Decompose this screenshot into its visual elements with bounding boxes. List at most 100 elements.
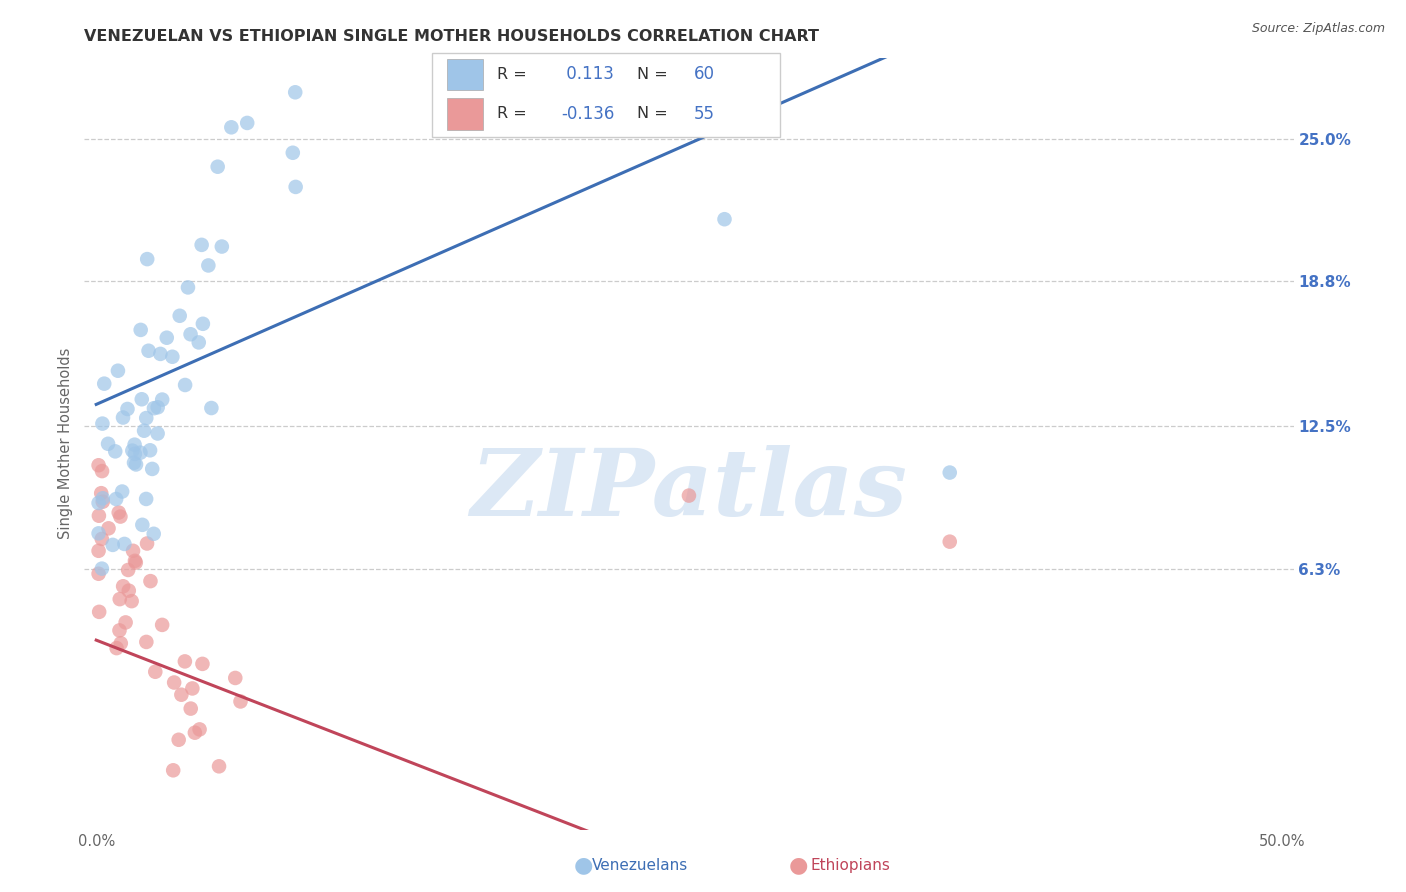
Point bbox=[117, 563, 139, 577]
Point bbox=[139, 443, 162, 458]
Point bbox=[184, 725, 207, 739]
Point bbox=[91, 464, 114, 478]
Point bbox=[191, 317, 214, 331]
Point bbox=[87, 543, 110, 558]
Point bbox=[132, 424, 155, 438]
Point bbox=[108, 592, 131, 607]
Point bbox=[180, 327, 202, 342]
Point bbox=[122, 456, 145, 470]
Point bbox=[87, 458, 110, 473]
Point bbox=[114, 615, 136, 630]
Point bbox=[187, 335, 209, 350]
Text: ●: ● bbox=[574, 855, 593, 875]
Point bbox=[149, 347, 172, 361]
Point bbox=[111, 410, 134, 425]
Point bbox=[87, 508, 110, 523]
Text: Ethiopians: Ethiopians bbox=[811, 858, 890, 872]
Point bbox=[257, 845, 280, 859]
Point bbox=[938, 466, 960, 480]
Point bbox=[121, 594, 143, 608]
Text: 60: 60 bbox=[695, 65, 716, 84]
Point bbox=[124, 447, 146, 461]
Point bbox=[90, 561, 112, 575]
Point bbox=[139, 574, 162, 588]
Text: R =: R = bbox=[496, 67, 527, 82]
Point bbox=[146, 426, 169, 441]
Point bbox=[91, 417, 114, 431]
Point bbox=[211, 239, 233, 253]
Point bbox=[162, 764, 184, 778]
Point bbox=[678, 489, 700, 503]
Point bbox=[188, 723, 211, 737]
Point bbox=[118, 583, 141, 598]
Point bbox=[156, 331, 179, 345]
Point bbox=[143, 665, 166, 679]
Text: N =: N = bbox=[637, 106, 668, 121]
Point bbox=[121, 443, 143, 458]
Point bbox=[124, 554, 146, 568]
Point bbox=[209, 846, 232, 860]
Point bbox=[141, 462, 163, 476]
Point bbox=[150, 392, 173, 407]
Point bbox=[101, 538, 124, 552]
Point bbox=[122, 544, 145, 558]
Point bbox=[136, 252, 159, 266]
Point bbox=[112, 537, 135, 551]
Point bbox=[284, 85, 307, 99]
Point bbox=[90, 532, 112, 546]
Point bbox=[198, 837, 221, 851]
Point bbox=[110, 636, 132, 650]
Point bbox=[117, 401, 139, 416]
Point bbox=[125, 458, 148, 472]
Point bbox=[169, 309, 191, 323]
Point bbox=[91, 491, 114, 506]
Text: ●: ● bbox=[789, 855, 808, 875]
Point bbox=[135, 411, 157, 425]
Point bbox=[97, 521, 120, 535]
Point bbox=[200, 401, 222, 415]
Point bbox=[129, 323, 152, 337]
Point bbox=[284, 180, 307, 194]
Point bbox=[104, 444, 127, 458]
Point bbox=[173, 654, 195, 668]
Point bbox=[146, 401, 169, 415]
Point bbox=[180, 701, 202, 715]
Point bbox=[93, 376, 115, 391]
Point bbox=[131, 517, 153, 532]
Point bbox=[229, 694, 252, 708]
Point bbox=[167, 732, 190, 747]
Point bbox=[713, 212, 735, 227]
Text: 0.113: 0.113 bbox=[561, 65, 614, 84]
Point bbox=[97, 437, 120, 451]
Point bbox=[221, 120, 243, 135]
Text: 55: 55 bbox=[695, 104, 716, 123]
Point bbox=[177, 280, 200, 294]
Point bbox=[207, 160, 229, 174]
Point bbox=[142, 526, 165, 541]
Point bbox=[135, 635, 157, 649]
Point bbox=[170, 688, 193, 702]
Point bbox=[190, 238, 212, 252]
Text: Venezuelans: Venezuelans bbox=[592, 858, 688, 872]
Point bbox=[181, 681, 204, 696]
Point bbox=[129, 445, 152, 459]
Text: Source: ZipAtlas.com: Source: ZipAtlas.com bbox=[1251, 22, 1385, 36]
FancyBboxPatch shape bbox=[433, 53, 780, 137]
Point bbox=[131, 392, 153, 407]
Point bbox=[938, 534, 960, 549]
Point bbox=[174, 378, 197, 392]
Bar bbox=[447, 59, 482, 90]
Point bbox=[110, 509, 132, 524]
Y-axis label: Single Mother Households: Single Mother Households bbox=[58, 348, 73, 540]
Point bbox=[142, 401, 165, 416]
Point bbox=[224, 671, 246, 685]
Point bbox=[124, 438, 146, 452]
Point bbox=[87, 496, 110, 510]
Point bbox=[125, 556, 148, 570]
Point bbox=[197, 259, 219, 273]
Point bbox=[87, 526, 110, 541]
Point bbox=[87, 566, 110, 581]
Point bbox=[138, 343, 160, 358]
Text: VENEZUELAN VS ETHIOPIAN SINGLE MOTHER HOUSEHOLDS CORRELATION CHART: VENEZUELAN VS ETHIOPIAN SINGLE MOTHER HO… bbox=[84, 29, 820, 45]
Point bbox=[90, 486, 112, 500]
